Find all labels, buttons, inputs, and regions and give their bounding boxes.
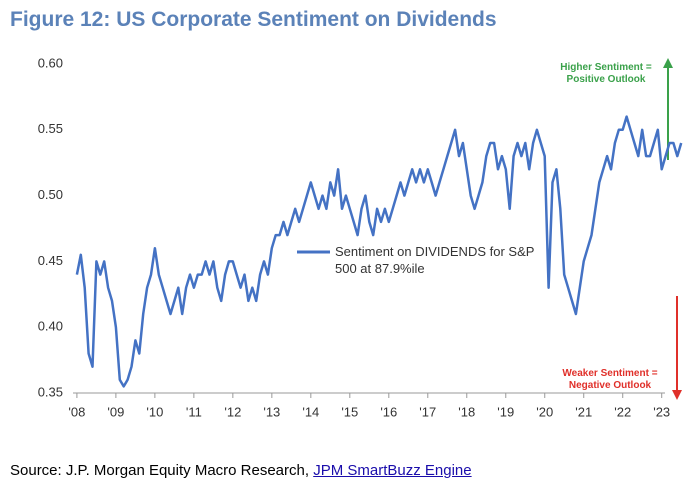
x-tick-label: '11 <box>186 404 202 419</box>
x-tick-label: '08 <box>68 404 85 419</box>
x-tick-label: '22 <box>614 404 631 419</box>
x-tick-label: '23 <box>653 404 670 419</box>
x-tick-label: '21 <box>575 404 592 419</box>
x-tick-label: '09 <box>107 404 124 419</box>
x-tick-label: '17 <box>419 404 436 419</box>
source-link[interactable]: JPM SmartBuzz Engine <box>313 462 472 479</box>
x-tick-label: '16 <box>380 404 397 419</box>
x-tick-label: '18 <box>458 404 475 419</box>
y-tick-label: 0.60 <box>38 55 63 70</box>
down-arrow-head <box>672 390 682 400</box>
x-tick-label: '10 <box>146 404 163 419</box>
x-tick-label: '20 <box>536 404 553 419</box>
y-tick-label: 0.55 <box>38 121 63 136</box>
chart-title: Figure 12: US Corporate Sentiment on Div… <box>10 8 497 31</box>
y-tick-label: 0.40 <box>38 319 63 334</box>
series-line <box>75 115 683 388</box>
x-tick-label: '14 <box>302 404 319 419</box>
up-arrow-head <box>663 58 673 68</box>
y-tick-label: 0.35 <box>38 384 63 399</box>
source-text: Source: J.P. Morgan Equity Macro Researc… <box>10 462 310 479</box>
y-tick-label: 0.50 <box>38 187 63 202</box>
x-tick-label: '15 <box>341 404 358 419</box>
annotation: Weaker Sentiment = Negative Outlook <box>562 368 658 391</box>
legend-label: Sentiment on DIVIDENDS for S&P 500 at 87… <box>335 244 535 276</box>
y-tick-label: 0.45 <box>38 253 63 268</box>
x-tick-label: '13 <box>263 404 280 419</box>
x-tick-label: '12 <box>224 404 241 419</box>
source: Source: J.P. Morgan Equity Macro Researc… <box>10 462 472 479</box>
annotation: Higher Sentiment = Positive Outlook <box>560 62 652 85</box>
x-tick-label: '19 <box>497 404 514 419</box>
